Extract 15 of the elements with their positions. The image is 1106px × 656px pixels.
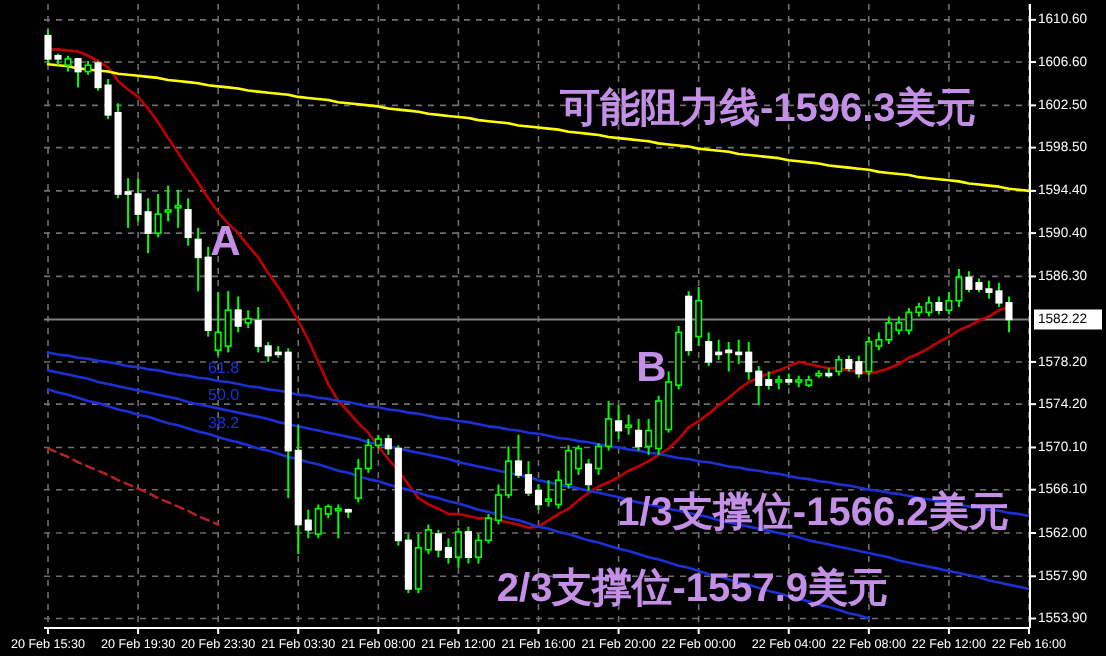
candlestick	[695, 285, 703, 348]
candlestick	[154, 193, 162, 239]
candlestick	[174, 188, 182, 229]
annotation: B	[636, 345, 667, 392]
series-label: 38.2	[208, 414, 241, 433]
candlestick	[164, 184, 172, 223]
series-label: 61.8	[208, 359, 241, 378]
candlestick	[625, 413, 633, 436]
annotation: A	[210, 219, 241, 266]
series-label: 50.0	[208, 386, 241, 405]
line-series	[46, 447, 220, 526]
candlestick	[184, 197, 192, 247]
candlestick	[835, 354, 843, 377]
candlestick	[454, 526, 462, 569]
annotation: 可能阻力线-1596.3美元	[557, 84, 976, 131]
